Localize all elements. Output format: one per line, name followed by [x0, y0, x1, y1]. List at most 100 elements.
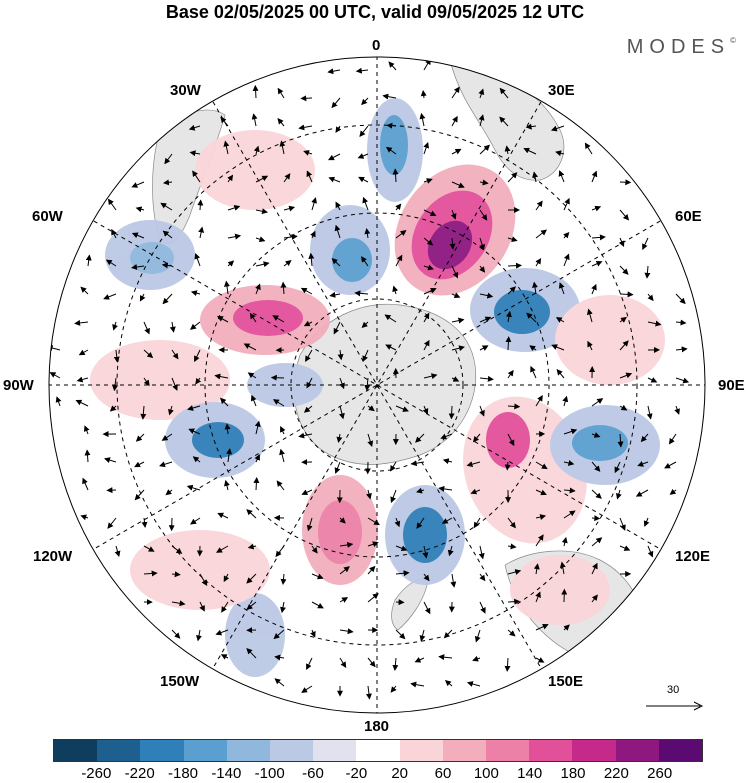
wind-vector-arrow [283, 205, 296, 212]
wind-vector-arrow [479, 405, 485, 417]
wind-vector-arrow [161, 433, 173, 441]
wind-vector-arrow [339, 657, 347, 668]
wind-vector-arrow [141, 517, 148, 528]
wind-vector-arrow [591, 489, 602, 499]
anomaly-negative-140w [225, 593, 285, 677]
wind-vector-arrow [470, 488, 481, 495]
wind-vector-arrow [280, 573, 287, 585]
anomaly-positive-110e-core [486, 412, 530, 468]
wind-vector-arrow [386, 122, 397, 129]
wind-vector-arrow [255, 283, 261, 295]
wind-vector-arrow [507, 403, 521, 410]
wind-vector-arrow [479, 292, 494, 299]
wind-vector-arrow [78, 349, 89, 356]
wind-vector-arrow [591, 234, 606, 241]
wind-vector-arrow [359, 125, 369, 137]
wind-vector-arrow [224, 280, 230, 295]
wind-vector-arrow [535, 591, 541, 603]
wind-vector-arrow [246, 601, 257, 610]
wind-vector-arrow [507, 286, 517, 295]
wind-vector-arrow [333, 321, 341, 335]
wind-vector-arrow [423, 373, 438, 380]
wind-vector-arrow [283, 233, 298, 240]
wind-vector-arrow [419, 629, 426, 642]
wind-vector-arrow [505, 310, 512, 323]
colorbar-swatch-2 [140, 740, 184, 761]
lon-label-120e: 120E [675, 548, 711, 565]
wind-vector-arrow [327, 68, 341, 75]
wind-vector-arrow [275, 545, 285, 558]
wind-vector-arrow [591, 170, 598, 183]
wind-vector-arrow [640, 433, 649, 443]
wind-vector-arrow [274, 678, 285, 687]
wind-vector-arrow [306, 170, 313, 183]
wind-vector-arrow [255, 175, 269, 183]
wind-vector-arrow [335, 125, 342, 133]
colorbar-swatch-4 [226, 740, 271, 761]
wind-vector-arrow [423, 264, 434, 271]
wind-vector-arrow [443, 629, 453, 639]
wind-vector-arrow [563, 428, 578, 435]
wind-vector-arrow [505, 336, 512, 351]
wind-vector-arrow [410, 681, 425, 688]
lon-label-150w: 150W [160, 673, 200, 690]
wind-vector-arrow [301, 489, 313, 496]
wind-vector-arrow [587, 340, 593, 351]
wind-vector-arrow [561, 536, 568, 547]
wind-vector-arrow [367, 657, 376, 668]
wind-vector-arrow [339, 566, 350, 575]
wind-vector-arrow [84, 449, 91, 463]
wind-vector-arrow [253, 477, 260, 491]
wind-vector-arrow [279, 140, 286, 155]
wind-vector-arrow [478, 88, 485, 99]
anomaly-positive-130e [510, 555, 610, 625]
wind-vector-arrow [80, 514, 89, 521]
wind-vector-arrow [591, 562, 598, 575]
wind-vector-arrow [303, 320, 313, 327]
reference-vector-arrow [646, 701, 704, 711]
lon-label-30w: 30W [170, 82, 201, 99]
wind-vector-arrow [186, 484, 201, 491]
wind-vector-arrow [338, 405, 345, 420]
wind-vector-arrow [535, 257, 542, 267]
wind-vector-arrow [451, 86, 460, 99]
wind-vector-arrow [251, 113, 258, 127]
wind-vector-arrow [551, 344, 565, 351]
wind-vector-arrow [366, 489, 372, 500]
wind-vector-arrow [422, 545, 429, 559]
wind-vector-arrow [591, 515, 601, 522]
wind-vector-arrow [642, 237, 649, 251]
wind-vector-arrow [479, 316, 492, 323]
wind-vector-arrow [451, 317, 465, 324]
wind-vector-arrow [674, 405, 680, 415]
anomaly-positive-75e [555, 295, 665, 385]
lon-label-90w: 90W [3, 377, 34, 394]
wind-vector-arrow [311, 545, 318, 554]
wind-vector-arrow [357, 153, 369, 159]
wind-vector-arrow [395, 405, 409, 412]
wind-vector-arrow [246, 573, 257, 584]
wind-vector-arrow [334, 224, 341, 239]
wind-vector-arrow [423, 141, 430, 155]
lon-label-60e: 60E [675, 208, 702, 225]
wind-vector-arrow [535, 534, 544, 547]
wind-vector-arrow [550, 125, 565, 132]
wind-vector-arrow [254, 454, 260, 463]
wind-vector-arrow [619, 517, 626, 531]
wind-vector-arrow [249, 312, 257, 323]
wind-vector-arrow [103, 293, 117, 300]
wind-vector-arrow [197, 199, 204, 211]
wind-vector-arrow [187, 405, 201, 411]
wind-vector-arrow [591, 398, 604, 407]
wind-vector-arrow [523, 147, 537, 155]
wind-vector-arrow [385, 146, 397, 155]
wind-vector-arrow [507, 543, 517, 550]
wind-vector-arrow [354, 290, 369, 297]
wind-vector-arrow [74, 319, 89, 326]
wind-vector-arrow [361, 97, 369, 106]
wind-vector-arrow [395, 570, 410, 577]
wind-vector-arrow [507, 517, 516, 529]
wind-vector-arrow [619, 372, 633, 379]
colorbar-swatch-1 [97, 740, 141, 761]
wind-vector-arrow [111, 228, 117, 239]
